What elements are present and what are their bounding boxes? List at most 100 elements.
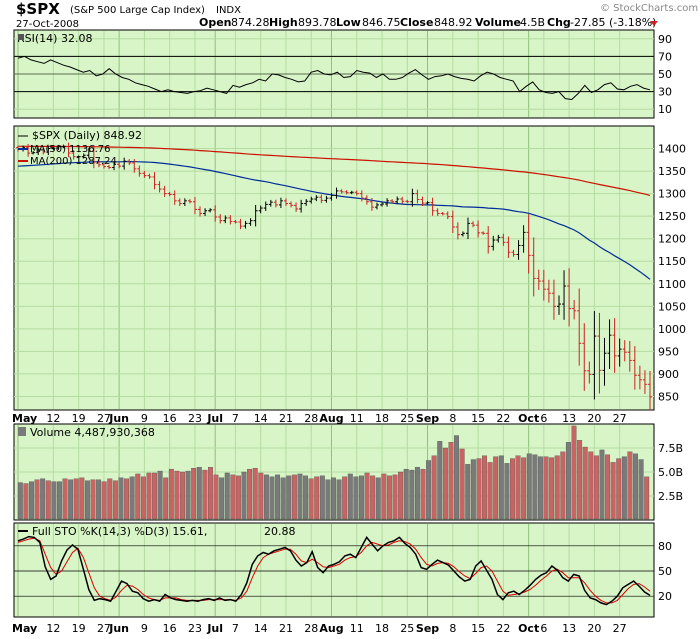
price-xtick-11: 21 [279,412,293,425]
price-tick-900: 900 [658,368,679,381]
vol-bar-85 [493,456,499,520]
vol-bar-112 [644,476,650,520]
vol-bar-13 [90,479,96,520]
sto-d-value: 20.88 [264,525,296,538]
vol-bar-109 [627,451,633,520]
vol-bar-54 [319,475,325,520]
price-xtick-24: 20 [587,412,601,425]
sto-xtick-4: Jun [108,622,129,635]
vol-legend-icon [18,427,26,436]
sto-label: Full STO %K(14,3) %D(3) 15.61, [32,525,207,538]
price-xtick-0: May [12,412,37,425]
sto-xtick-18: 8 [449,622,456,635]
ma50-line [17,160,651,280]
price-xtick-9: 7 [232,412,239,425]
rsi-line [17,55,651,101]
high-value: 893.78 [298,16,337,29]
vol-bar-42 [252,468,258,520]
price-tick-1300: 1300 [658,188,686,201]
vol-bar-48 [286,475,292,520]
sto-xtick-17: Sep [416,622,439,635]
vol-bar-50 [297,473,303,520]
vol-bar-73 [426,460,432,520]
vol-bar-92 [532,454,538,520]
header-bar: $SPX (S&P 500 Large Cap Index) INDX 27-O… [0,0,700,30]
vol-bar-101 [582,446,588,520]
open-value: 874.28 [231,16,270,29]
price-xtick-7: 23 [188,412,202,425]
vol-bar-44 [263,474,269,520]
open-label: Open [199,16,232,29]
rsi-legend-icon [18,34,24,40]
sto-tick-20: 20 [658,590,672,603]
vol-bar-36 [219,477,225,520]
sto-xtick-13: Aug [319,622,343,635]
vol-bar-76 [442,447,448,520]
vol-bar-80 [465,464,471,520]
price-tick-1200: 1200 [658,233,686,246]
vol-bar-6 [51,481,57,520]
vol-bar-38 [230,474,236,520]
ma200-line [18,145,651,196]
down-arrow-icon [650,21,658,26]
vol-bar-22 [140,476,146,520]
vol-bar-60 [353,476,359,520]
price-xtick-19: 15 [471,412,485,425]
vol-bar-70 [409,469,415,520]
sto-xtick-7: 23 [188,622,202,635]
ma50-label: MA(50) 1136.76 [30,144,111,155]
vol-bar-39 [235,475,241,520]
vol-bar-61 [359,475,364,520]
price-tick-1250: 1250 [658,210,686,223]
vol-bar-71 [414,467,420,520]
vol-bar-59 [347,473,353,520]
vol-bar-34 [208,467,213,520]
vol-bar-52 [308,478,314,520]
vol-bar-25 [157,470,163,520]
vol-bar-2 [29,481,34,520]
price-xtick-3: 27 [97,412,111,425]
vol-bar-67 [392,474,398,520]
sto-xtick-15: 18 [375,622,389,635]
sto-xtick-21: Oct [518,622,539,635]
vol-bar-27 [168,468,174,520]
vol-tick-0: 2.5B [658,490,683,503]
price-label: $SPX (Daily) 848.92 [32,129,142,142]
chg-value: -27.85 (-3.18%) [570,16,656,29]
vol-bar-4 [40,478,46,520]
symbol-name: (S&P 500 Large Cap Index) [70,5,205,16]
vol-bar-18 [118,477,124,520]
vol-bar-58 [342,476,348,520]
price-tick-850: 850 [658,390,679,403]
vol-bar-49 [291,474,297,520]
vol-bar-1 [23,483,29,520]
sto-xtick-20: 22 [496,622,510,635]
vol-bar-96 [554,455,560,520]
price-tick-1000: 1000 [658,323,686,336]
vol-tick-1: 5.0B [658,466,683,479]
high-label: High [269,16,298,29]
vol-bar-43 [258,472,264,520]
sto-xtick-6: 16 [163,622,177,635]
vol-bar-7 [57,481,62,520]
sto-tick-50: 50 [658,565,672,578]
vol-bar-88 [510,458,515,520]
vol-bar-69 [403,468,409,520]
price-xtick-2: 19 [72,412,86,425]
price-xtick-18: 8 [449,412,456,425]
vol-bar-16 [107,478,113,520]
vol-tick-2: 7.5B [658,442,683,455]
sto-xtick-8: Jul [206,622,223,635]
vol-bar-9 [68,479,74,520]
vol-bar-28 [174,470,180,520]
vol-bar-37 [224,472,230,520]
vol-bar-75 [437,441,443,520]
volume-value: 4.5B [520,16,545,29]
vol-bar-84 [487,462,493,520]
price-xtick-25: 27 [613,412,627,425]
vol-bar-46 [275,474,281,520]
price-xtick-22: 6 [540,412,547,425]
vol-bar-111 [638,459,644,520]
vol-bar-20 [129,476,135,520]
